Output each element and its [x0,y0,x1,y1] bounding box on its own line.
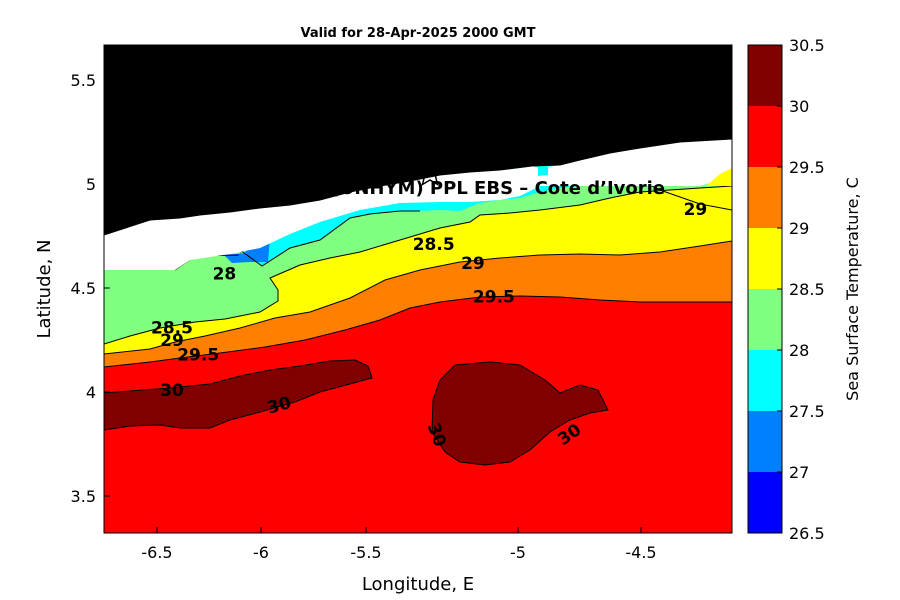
y-tick-label: 4 [86,383,96,402]
colorbar-swatch-29.5 [748,106,782,167]
colorbar-tick-label: 27.5 [789,402,825,421]
colorbar-tick-label: 30 [789,97,809,116]
y-axis-label: Latitude, N [34,240,55,339]
colorbar-tick-label: 28 [789,341,809,360]
colorbar-swatch-28 [748,289,782,350]
y-tick-labels: 3.5 4 4.5 5 5.5 [71,71,96,506]
x-tick-label: -5 [510,543,526,562]
colorbar-tick-label: 26.5 [789,524,825,543]
colorbar-tick-label: 27 [789,463,809,482]
colorbar-swatch-29 [748,167,782,228]
tick-marks [104,79,642,533]
y-tick-label: 3.5 [71,487,96,506]
yellow-patch [706,168,732,186]
colorbar-tick-label: 30.5 [789,36,825,55]
colorbar [748,45,782,533]
x-tick-label: -4.5 [625,543,656,562]
colorbar-swatch-26.5 [748,472,782,533]
colorbar-tick-label: 29 [789,219,809,238]
x-tick-labels: -6.5 -6 -5.5 -5 -4.5 [141,543,656,562]
x-axis-label: Longitude, E [362,574,474,595]
contour-28.5 [104,185,732,345]
contour-label-1: 28.5 [151,319,193,339]
cyan-patch [538,166,548,176]
land-mass [104,45,732,236]
band-30-30.5-east [431,361,609,466]
nodata-region [104,139,732,270]
contour-label-0: 28 [213,264,237,284]
contour-label-8: 29.5 [473,287,515,307]
contour-label-7: 29 [461,254,485,274]
y-tick-label: 4.5 [71,279,96,298]
contour-label-2: 29 [160,331,184,351]
x-tick-label: -5.5 [350,543,381,562]
y-tick-label: 5.5 [71,71,96,90]
contour-29.5 [104,295,732,368]
site-star-icon [416,160,444,187]
contour-29 [104,240,732,355]
colorbar-tick-label: 29.5 [789,158,825,177]
colorbar-label: Sea Surface Temperature, C [843,177,862,401]
band-30-30.5-west [104,359,373,431]
contour-label-6: 28.5 [413,235,455,255]
colorbar-swatch-27 [748,411,782,472]
colorbar-swatch-28.5 [748,228,782,289]
chart-title: Valid for 28-Apr-2025 2000 GMT [301,26,536,41]
contour-label-4: 30 [160,381,184,401]
x-tick-label: -6 [253,543,269,562]
site-label: A (ONHYM) PPL EBS – Cote d’Ivorie [311,178,665,199]
colorbar-swatch-27.5 [748,350,782,411]
colorbar-swatch-30 [748,45,782,106]
x-tick-label: -6.5 [141,543,172,562]
contour-label-3: 29.5 [177,346,219,366]
contour-label-11: 29 [684,200,708,220]
y-tick-label: 5 [86,175,96,194]
colorbar-tick-label: 28.5 [789,280,825,299]
axes-frame [103,44,733,534]
colorbar-tick-labels: 26.5 27 27.5 28 28.5 29 29.5 30 30.5 [777,36,825,543]
